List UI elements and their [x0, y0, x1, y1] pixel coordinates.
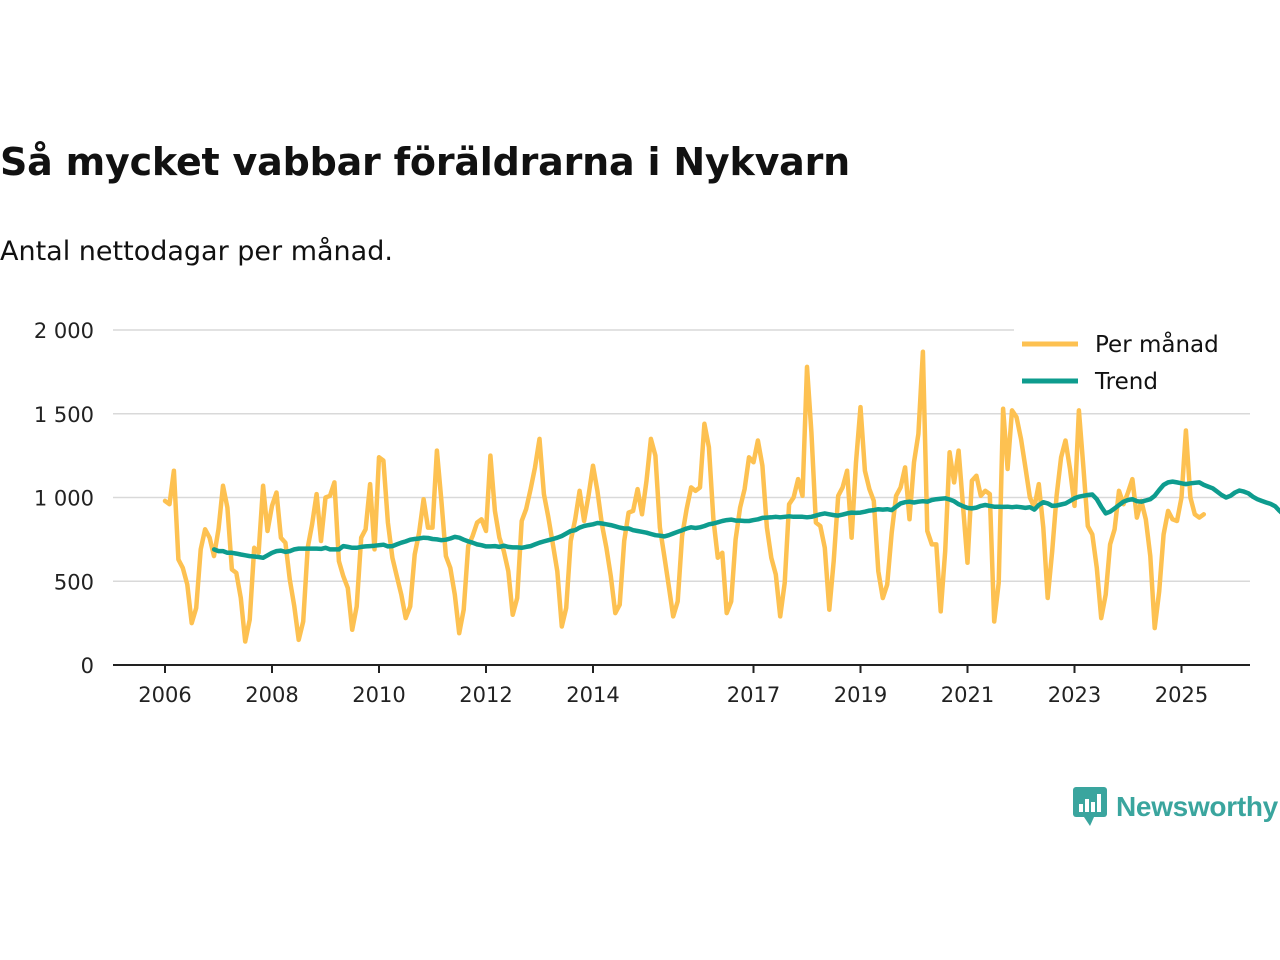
y-tick-label: 2 000: [34, 319, 94, 343]
series-lines: [162, 349, 1280, 644]
series-trend-line: [211, 479, 1280, 561]
brand-name: Newsworthy: [1116, 791, 1278, 822]
legend-label-trend: Trend: [1094, 369, 1158, 395]
x-tick-label: 2014: [566, 683, 619, 707]
x-tick-label: 2025: [1155, 683, 1208, 707]
chart-subtitle: Antal nettodagar per månad.: [0, 236, 393, 267]
y-tick-label: 0: [81, 654, 94, 678]
x-axis: 2006 2008 2010 2012 2014 2017 2019 2021 2023 2025: [113, 664, 1250, 707]
x-tick-label: 2006: [138, 683, 191, 707]
y-tick-label: 1 500: [34, 403, 94, 427]
y-tick-label: 500: [54, 570, 94, 594]
newsworthy-icon: [1073, 787, 1107, 826]
x-tick-label: 2012: [459, 683, 512, 707]
x-tick-label: 2021: [941, 683, 994, 707]
y-axis-ticks: 0 500 1 000 1 500 2 000: [34, 319, 94, 678]
legend-label-per-manad: Per månad: [1095, 330, 1219, 358]
legend: Per månad Trend: [1014, 328, 1250, 404]
chart-title: Så mycket vabbar föräldrarna i Nykvarn: [0, 140, 850, 184]
y-tick-label: 1 000: [34, 487, 94, 511]
x-tick-label: 2017: [727, 683, 780, 707]
x-tick-label: 2010: [352, 683, 405, 707]
x-tick-label: 2008: [245, 683, 298, 707]
newsworthy-logo: Newsworthy: [1072, 786, 1278, 828]
legend-background: [1014, 328, 1250, 404]
x-tick-label: 2019: [834, 683, 887, 707]
x-tick-label: 2023: [1048, 683, 1101, 707]
